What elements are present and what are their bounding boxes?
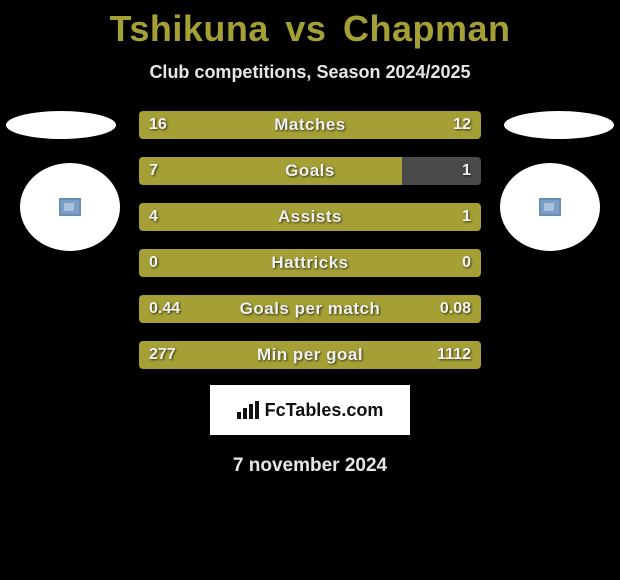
stat-label: Assists: [139, 203, 481, 231]
comparison-title: Tshikuna vs Chapman: [0, 0, 620, 50]
stat-row: 41Assists: [139, 203, 481, 231]
stat-label: Min per goal: [139, 341, 481, 369]
player1-shadow-ellipse: [6, 111, 116, 139]
stat-label: Matches: [139, 111, 481, 139]
vs-text: vs: [285, 8, 326, 49]
bar-chart-icon: [237, 401, 259, 419]
brand-text: FcTables.com: [265, 400, 384, 421]
comparison-arena: 1612Matches 71Goals 41Assists 00Hattricks 0.…: [0, 111, 620, 369]
stat-row: 00Hattricks: [139, 249, 481, 277]
stat-label: Goals per match: [139, 295, 481, 323]
stat-bars: 1612Matches 71Goals 41Assists 00Hattricks 0.…: [139, 111, 481, 369]
date-text: 7 november 2024: [0, 455, 620, 477]
stat-label: Goals: [139, 157, 481, 185]
player1-avatar: [20, 163, 120, 251]
stat-row: 1612Matches: [139, 111, 481, 139]
stat-row: 2771112Min per goal: [139, 341, 481, 369]
placeholder-image-icon: [539, 198, 561, 216]
footer-logo: FcTables.com: [210, 385, 410, 435]
player1-name: Tshikuna: [110, 8, 269, 49]
placeholder-image-icon: [59, 198, 81, 216]
subtitle: Club competitions, Season 2024/2025: [0, 62, 620, 83]
player2-avatar: [500, 163, 600, 251]
stat-row: 71Goals: [139, 157, 481, 185]
stat-label: Hattricks: [139, 249, 481, 277]
player2-name: Chapman: [343, 8, 511, 49]
stat-row: 0.440.08Goals per match: [139, 295, 481, 323]
player2-shadow-ellipse: [504, 111, 614, 139]
